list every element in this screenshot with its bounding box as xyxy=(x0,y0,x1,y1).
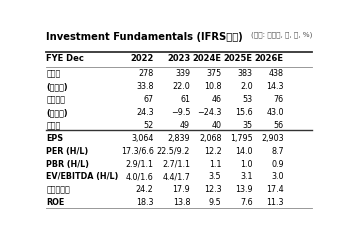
Text: 1.0: 1.0 xyxy=(240,160,253,169)
Text: 33.8: 33.8 xyxy=(136,82,154,91)
Text: 영업이익률: 영업이익률 xyxy=(47,185,70,194)
Text: −24.3: −24.3 xyxy=(197,108,222,117)
Text: 2023: 2023 xyxy=(167,54,190,63)
Text: FYE Dec: FYE Dec xyxy=(47,54,84,63)
Text: 18.3: 18.3 xyxy=(136,198,154,207)
Text: 24.2: 24.2 xyxy=(136,185,154,194)
Text: 22.5/9.2: 22.5/9.2 xyxy=(157,147,190,156)
Text: 43.0: 43.0 xyxy=(266,108,284,117)
Text: 76: 76 xyxy=(274,95,284,104)
Text: 52: 52 xyxy=(144,121,154,130)
Text: 67: 67 xyxy=(144,95,154,104)
Text: 61: 61 xyxy=(180,95,190,104)
Text: 4.0/1.6: 4.0/1.6 xyxy=(126,172,154,181)
Text: 13.8: 13.8 xyxy=(173,198,190,207)
Text: EPS: EPS xyxy=(47,134,64,143)
Text: (단위: 십억원, 원, 배, %): (단위: 십억원, 원, 배, %) xyxy=(251,32,312,38)
Text: 2024E: 2024E xyxy=(193,54,222,63)
Text: 3.0: 3.0 xyxy=(271,172,284,181)
Text: 46: 46 xyxy=(211,95,222,104)
Text: 10.8: 10.8 xyxy=(204,82,222,91)
Text: 1.1: 1.1 xyxy=(209,160,222,169)
Text: 2,903: 2,903 xyxy=(261,134,284,143)
Text: 17.3/6.6: 17.3/6.6 xyxy=(121,147,154,156)
Text: 2.0: 2.0 xyxy=(240,82,253,91)
Text: 14.0: 14.0 xyxy=(235,147,253,156)
Text: 49: 49 xyxy=(180,121,190,130)
Text: 56: 56 xyxy=(274,121,284,130)
Text: 2,839: 2,839 xyxy=(168,134,190,143)
Text: 13.9: 13.9 xyxy=(235,185,253,194)
Text: PER (H/L): PER (H/L) xyxy=(47,147,89,156)
Text: 17.4: 17.4 xyxy=(266,185,284,194)
Text: 53: 53 xyxy=(243,95,253,104)
Text: 순이익: 순이익 xyxy=(47,121,61,130)
Text: 3.1: 3.1 xyxy=(240,172,253,181)
Text: 14.3: 14.3 xyxy=(266,82,284,91)
Text: 2022: 2022 xyxy=(130,54,154,63)
Text: 3.5: 3.5 xyxy=(209,172,222,181)
Text: 3,064: 3,064 xyxy=(131,134,154,143)
Text: 17.9: 17.9 xyxy=(173,185,190,194)
Text: 1,795: 1,795 xyxy=(230,134,253,143)
Text: 8.7: 8.7 xyxy=(271,147,284,156)
Text: PBR (H/L): PBR (H/L) xyxy=(47,160,90,169)
Text: 375: 375 xyxy=(206,69,222,79)
Text: 278: 278 xyxy=(138,69,154,79)
Text: 383: 383 xyxy=(238,69,253,79)
Text: 7.6: 7.6 xyxy=(240,198,253,207)
Text: (증가율): (증가율) xyxy=(47,82,68,91)
Text: EV/EBITDA (H/L): EV/EBITDA (H/L) xyxy=(47,172,119,181)
Text: 2,068: 2,068 xyxy=(199,134,222,143)
Text: 40: 40 xyxy=(211,121,222,130)
Text: 9.5: 9.5 xyxy=(209,198,222,207)
Text: 영업이익: 영업이익 xyxy=(47,95,65,104)
Text: 0.9: 0.9 xyxy=(271,160,284,169)
Text: Investment Fundamentals (IFRS연결): Investment Fundamentals (IFRS연결) xyxy=(47,32,243,42)
Text: 매출액: 매출액 xyxy=(47,69,61,79)
Text: 24.3: 24.3 xyxy=(136,108,154,117)
Text: 22.0: 22.0 xyxy=(173,82,190,91)
Text: 2.9/1.1: 2.9/1.1 xyxy=(126,160,154,169)
Text: 12.3: 12.3 xyxy=(204,185,222,194)
Text: 4.4/1.7: 4.4/1.7 xyxy=(162,172,190,181)
Text: 339: 339 xyxy=(175,69,190,79)
Text: 11.3: 11.3 xyxy=(266,198,284,207)
Text: 15.6: 15.6 xyxy=(235,108,253,117)
Text: 35: 35 xyxy=(243,121,253,130)
Text: 2026E: 2026E xyxy=(255,54,284,63)
Text: ROE: ROE xyxy=(47,198,65,207)
Text: −9.5: −9.5 xyxy=(171,108,190,117)
Text: 2.7/1.1: 2.7/1.1 xyxy=(162,160,190,169)
Text: 12.2: 12.2 xyxy=(204,147,222,156)
Text: 438: 438 xyxy=(269,69,284,79)
Text: (증가율): (증가율) xyxy=(47,108,68,117)
Text: 2025E: 2025E xyxy=(224,54,253,63)
